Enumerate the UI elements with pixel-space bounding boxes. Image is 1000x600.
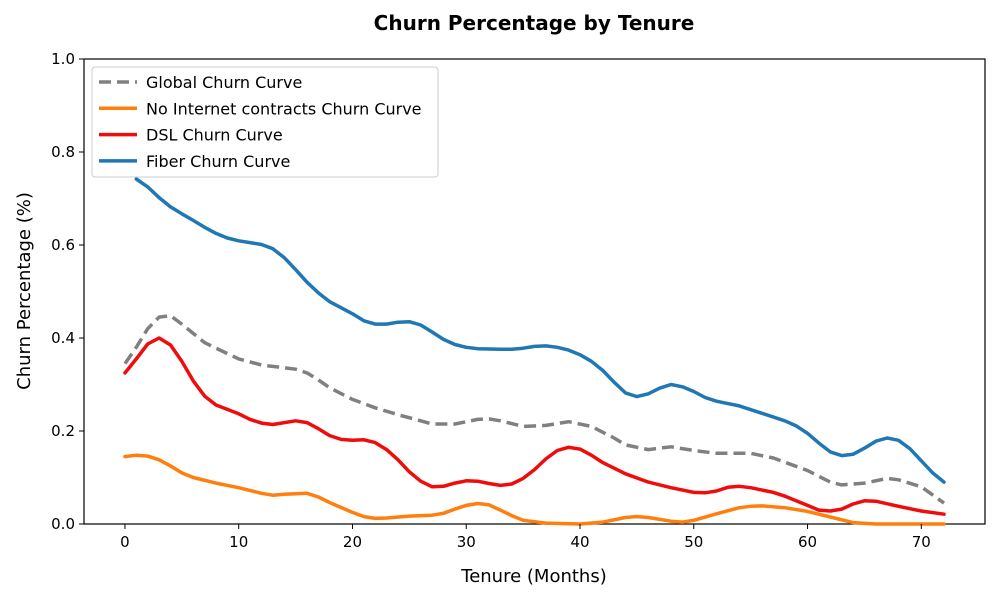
legend-label-1: Global Churn Curve	[146, 73, 302, 92]
y-tick-label: 0.0	[51, 515, 75, 533]
x-axis-ticks: 0 10 20 30 40 50 60 70	[120, 524, 931, 551]
x-axis-label: Tenure (Months)	[460, 566, 606, 587]
x-tick-label: 0	[120, 533, 130, 551]
x-tick-label: 40	[570, 533, 589, 551]
x-tick-label: 30	[457, 533, 476, 551]
x-tick-label: 20	[343, 533, 362, 551]
legend-label-2: No Internet contracts Churn Curve	[146, 99, 422, 118]
y-axis-label: Churn Percentage (%)	[14, 192, 35, 390]
legend-box	[91, 66, 439, 178]
y-tick-label: 0.6	[51, 236, 75, 254]
x-tick-label: 60	[798, 533, 817, 551]
chart-title: Churn Percentage by Tenure	[374, 11, 695, 35]
legend-label-4: Fiber Churn Curve	[146, 152, 290, 171]
series-layer	[123, 177, 946, 526]
y-tick-label: 0.8	[51, 143, 75, 161]
series-line-1	[123, 313, 946, 505]
y-tick-label: 0.4	[51, 329, 75, 347]
plot-area: 0 10 20 30 40 50 60 70 0.0 0.2 0.4 0.6 0.8 1.0	[51, 50, 986, 551]
x-tick-label: 50	[684, 533, 703, 551]
y-tick-label: 0.2	[51, 422, 75, 440]
plot-frame	[83, 58, 986, 525]
y-axis-ticks: 0.0 0.2 0.4 0.6 0.8 1.0	[51, 50, 84, 533]
legend: Global Churn Curve No Internet contracts …	[91, 66, 439, 178]
series-line-2	[123, 453, 946, 526]
x-tick-label: 10	[229, 533, 248, 551]
legend-label-3: DSL Churn Curve	[146, 126, 283, 145]
y-tick-label: 1.0	[51, 50, 75, 68]
series-line-4	[134, 177, 946, 484]
x-tick-label: 70	[912, 533, 931, 551]
series-line-3	[123, 336, 946, 516]
